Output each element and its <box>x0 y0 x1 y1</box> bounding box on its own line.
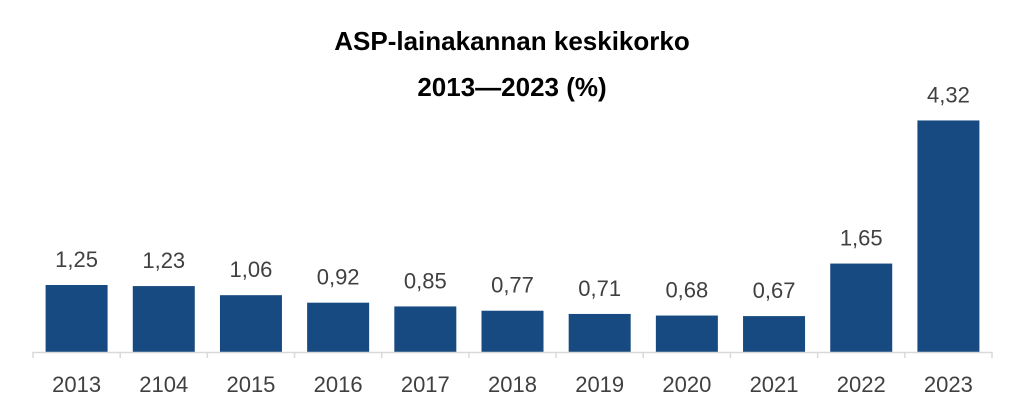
x-tick-label-2013: 2013 <box>52 372 101 397</box>
x-axis <box>32 351 993 358</box>
bar-2021 <box>743 316 806 352</box>
bar-2023 <box>917 120 980 352</box>
data-label-2022: 1,65 <box>840 226 883 251</box>
data-label-2013: 1,25 <box>55 247 98 272</box>
bar-2022 <box>830 263 893 352</box>
bar-2013 <box>45 285 108 352</box>
x-tick-label-2023: 2023 <box>924 372 973 397</box>
data-label-2020: 0,68 <box>665 278 708 303</box>
data-label-2019: 0,71 <box>578 276 621 301</box>
x-tick-labels-group: 2013 2104 2015 2016 2017 2018 2019 2020 2021 2022… <box>52 372 973 397</box>
x-tick-label-2018: 2018 <box>488 372 537 397</box>
x-tick-label-2015: 2015 <box>226 372 275 397</box>
bar-2018 <box>481 310 544 352</box>
bars-group <box>45 120 980 352</box>
bar-2020 <box>655 315 718 352</box>
x-tick-label-2020: 2020 <box>662 372 711 397</box>
data-label-2104: 1,23 <box>142 248 185 273</box>
bar-2015 <box>219 295 282 352</box>
chart-subtitle: 2013—2023 (%) <box>417 72 607 102</box>
data-label-2023: 4,32 <box>927 82 970 107</box>
bar-2017 <box>394 306 457 352</box>
data-label-2017: 0,85 <box>404 268 447 293</box>
chart-title: ASP-lainakannan keskikorko <box>334 26 690 56</box>
x-tick-label-2017: 2017 <box>401 372 450 397</box>
data-label-2016: 0,92 <box>317 265 360 290</box>
bar-2019 <box>568 313 631 352</box>
data-label-2021: 0,67 <box>753 278 796 303</box>
x-tick-label-2019: 2019 <box>575 372 624 397</box>
x-tick-label-2016: 2016 <box>314 372 363 397</box>
x-tick-label-2022: 2022 <box>837 372 886 397</box>
x-tick-label-2104: 2104 <box>139 372 188 397</box>
bar-2016 <box>307 302 370 352</box>
data-label-2015: 1,06 <box>230 257 273 282</box>
data-label-2018: 0,77 <box>491 273 534 298</box>
x-tick-label-2021: 2021 <box>750 372 799 397</box>
data-labels-group: 1,25 1,23 1,06 0,92 0,85 0,77 0,71 0,68 0,67 1,65… <box>55 82 970 303</box>
bar-2104 <box>132 286 195 352</box>
